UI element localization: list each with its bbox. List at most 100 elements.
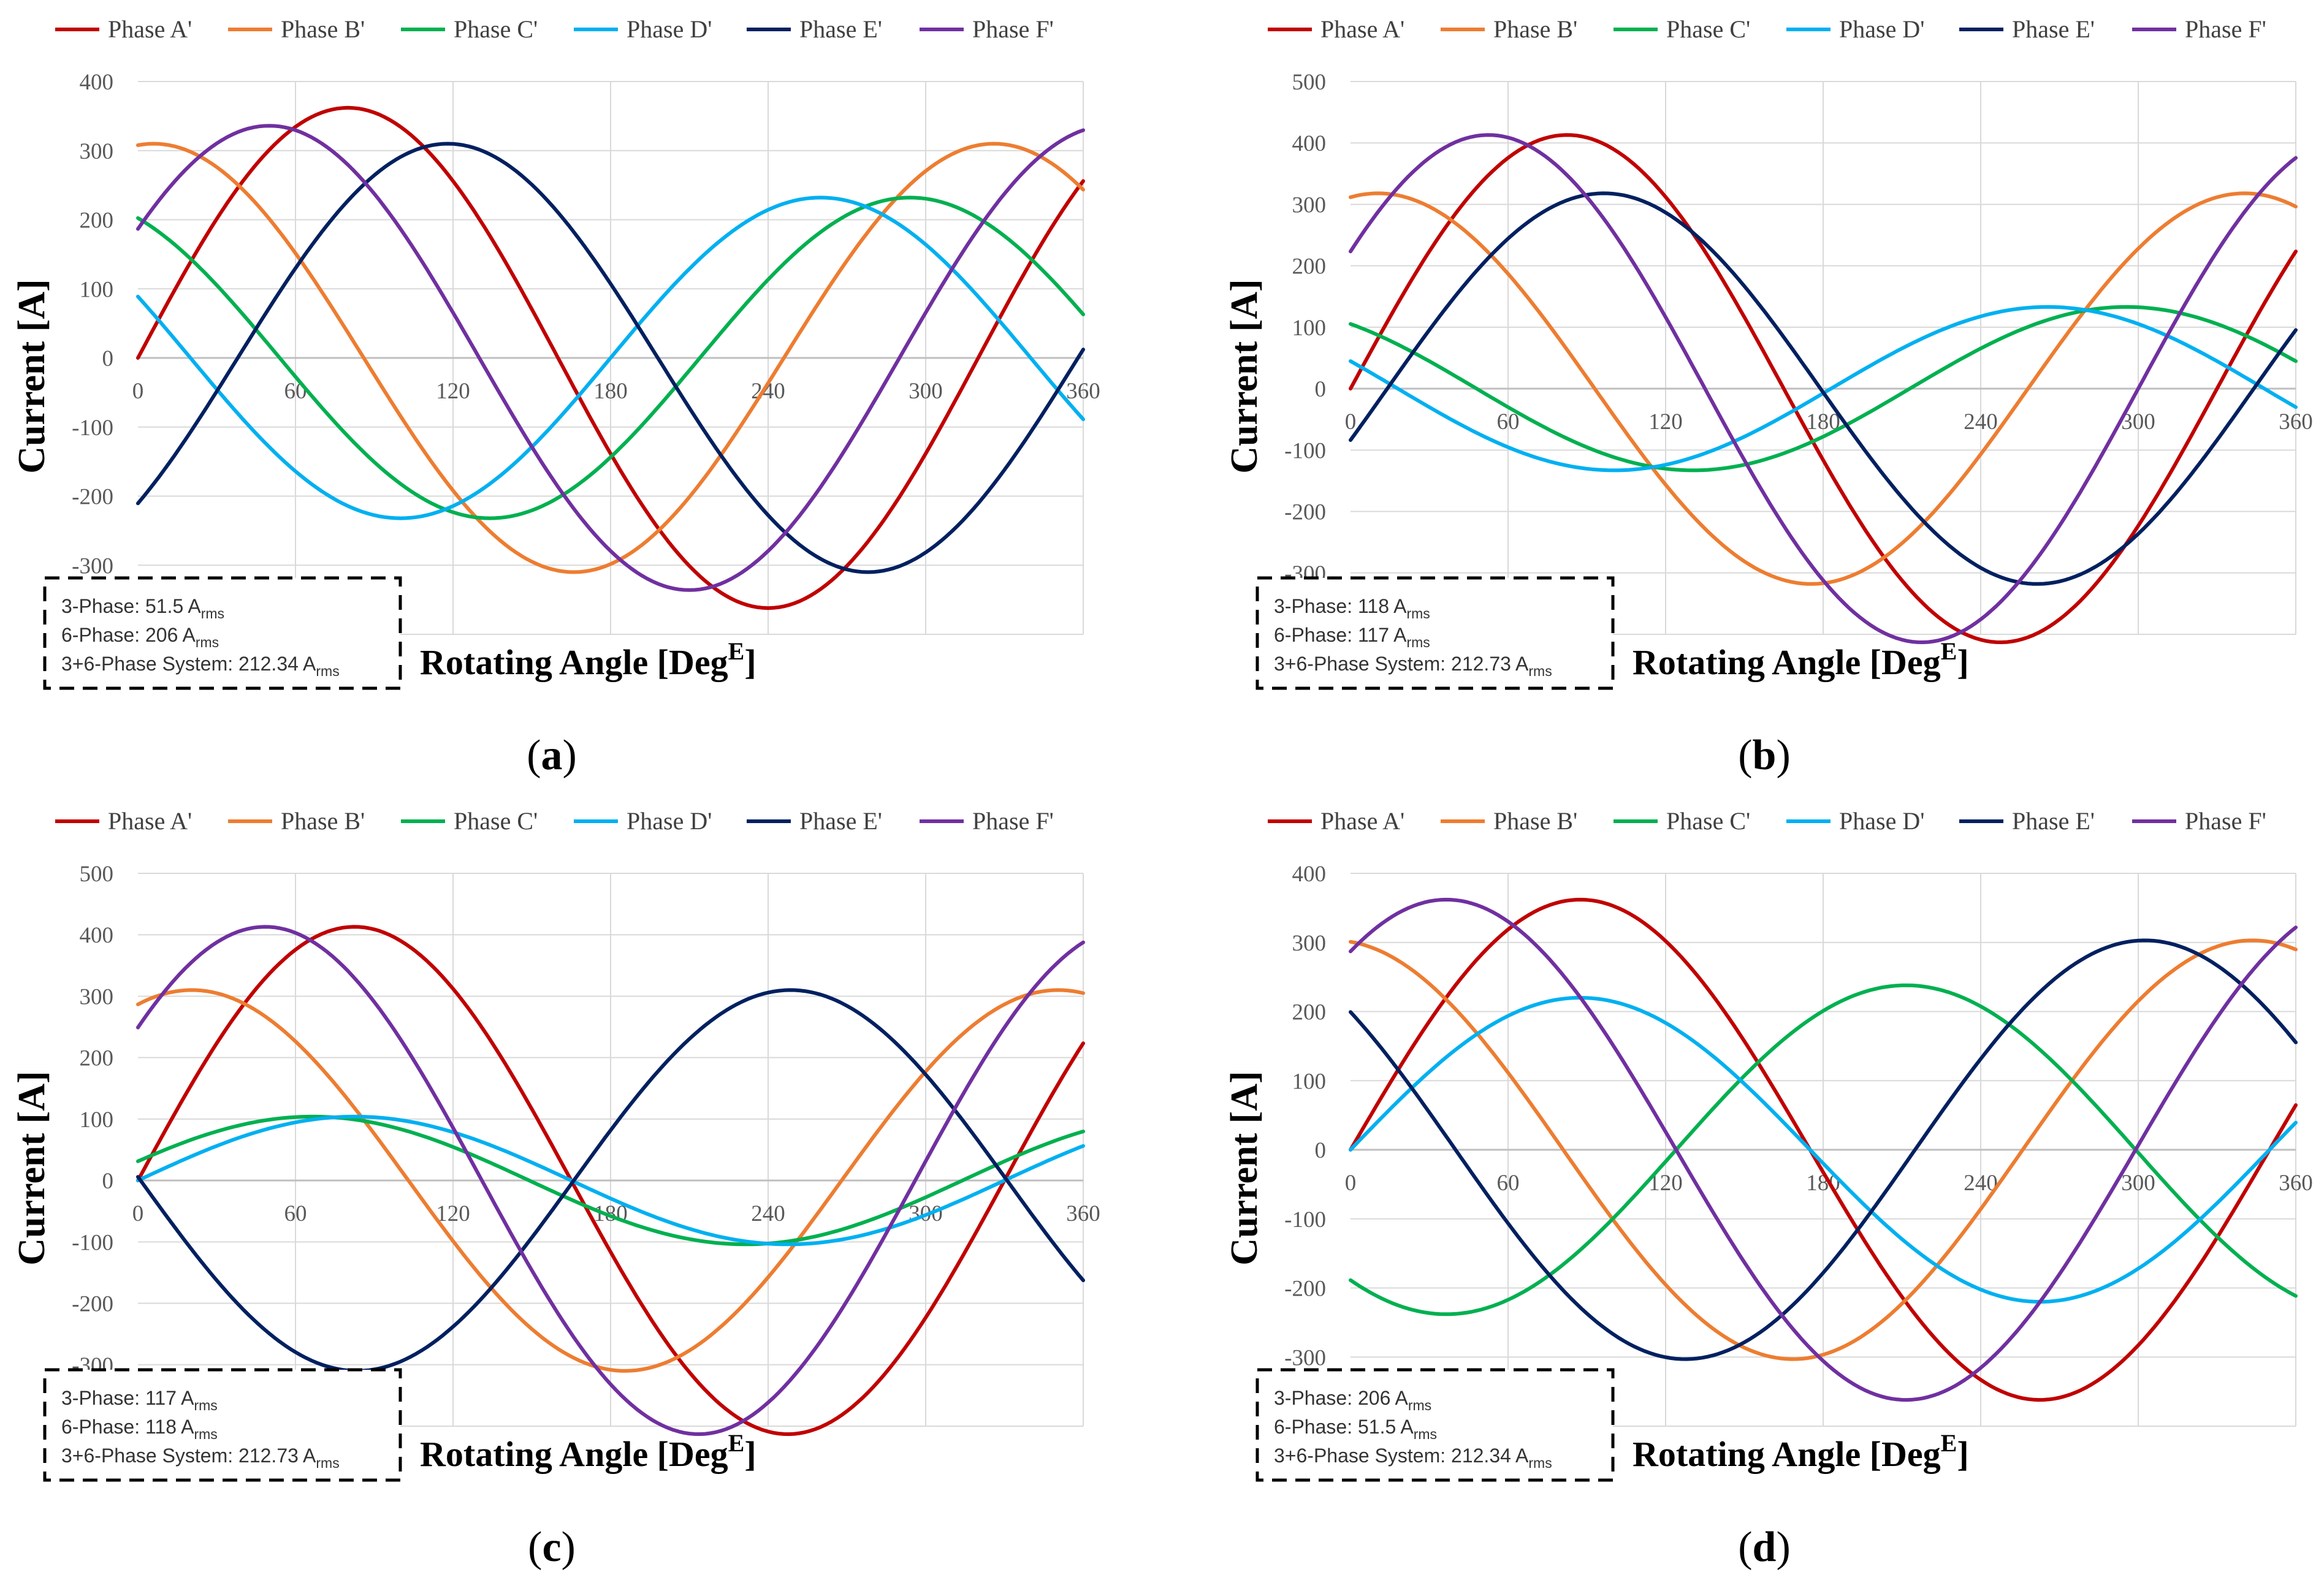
chart-panel-c: Phase A' Phase B' Phase C' Phase D' Phase E'… [11,807,1100,1571]
legend-label-1: Phase B' [281,807,365,835]
legend-label-2: Phase C' [1666,807,1750,835]
annotation-line-0: 3-Phase: 117 Arms [61,1387,218,1413]
legend-label-4: Phase E' [2012,807,2095,835]
y-tick-label: 400 [80,923,114,948]
series-line-4 [136,142,1085,574]
annotation-border [1255,576,1615,690]
x-tick-label: 300 [2121,409,2155,435]
annotation-line-0: 3-Phase: 51.5 Arms [61,595,224,621]
annotation-line-1: 6-Phase: 117 Arms [1274,624,1430,650]
annotation-line-2: 3+6-Phase System: 212.73 Arms [1274,653,1552,679]
series-line-0 [1349,897,2298,1402]
x-tick-label: 0 [132,1201,144,1226]
annotation-box: 3-Phase: 117 Arms 6-Phase: 118 Arms 3+6-Ph… [43,1368,402,1482]
panel-caption: (c) [528,1524,576,1571]
series-line-5 [136,124,1085,592]
x-tick-label: 60 [1497,1171,1520,1196]
x-tick-label: 60 [284,379,307,404]
y-axis-label: Current [A] [11,279,53,473]
y-tick-label: 100 [1292,316,1327,341]
y-tick-label: -200 [72,485,113,510]
legend-label-0: Phase A' [1320,807,1404,835]
series-line-0 [136,105,1085,610]
series-line-5 [1349,133,2298,644]
legend: Phase A' Phase B' Phase C' Phase D' Phase E'… [55,807,1054,835]
series-line-1 [1349,191,2298,586]
series-line-4 [1349,191,2298,586]
x-tick-label: 120 [1648,409,1683,435]
panel-caption: (d) [1738,1524,1791,1571]
legend-label-1: Phase B' [1493,15,1577,43]
legend-label-2: Phase C' [454,15,538,43]
y-tick-label: 0 [102,1169,114,1194]
y-tick-label: -100 [72,1230,113,1255]
x-tick-label: 0 [132,379,144,404]
x-tick-label: 60 [1497,409,1520,435]
y-axis-label: Current [A] [11,1071,53,1265]
legend-label-0: Phase A' [1320,15,1404,43]
y-tick-label: 200 [80,1046,114,1071]
x-tick-label: 360 [1066,379,1100,404]
y-tick-label: 200 [1292,254,1327,279]
chart-panel-b: Phase A' Phase B' Phase C' Phase D' Phase E'… [1224,15,2313,779]
chart-panel-a: Phase A' Phase B' Phase C' Phase D' Phase E'… [11,15,1100,779]
y-axis-label: Current [A] [1224,279,1265,473]
series-line-1 [1349,938,2298,1361]
legend-label-4: Phase E' [799,15,882,43]
series-group [1349,133,2298,644]
series-line-0 [136,925,1085,1436]
series-line-1 [136,142,1085,574]
series-group [136,105,1085,610]
y-tick-label: 100 [1292,1069,1327,1094]
x-axis-label: Rotating Angle [DegE] [1633,637,1969,682]
legend-label-5: Phase F' [972,807,1054,835]
y-tick-label: 100 [80,277,114,302]
series-line-5 [136,925,1085,1436]
annotation-line-1: 6-Phase: 206 Arms [61,624,219,650]
x-tick-label: 180 [593,379,628,404]
annotation-line-1: 6-Phase: 118 Arms [61,1416,218,1442]
x-tick-label: 0 [1345,1171,1357,1196]
legend-label-2: Phase C' [1666,15,1750,43]
y-tick-label: -100 [1284,1207,1326,1232]
series-line-2 [136,1114,1085,1247]
series-line-0 [1349,133,2298,644]
y-tick-label: 200 [80,208,114,234]
legend-label-1: Phase B' [281,15,365,43]
legend-label-4: Phase E' [799,807,882,835]
x-axis-label: Rotating Angle [DegE] [420,1429,756,1474]
panel-caption: (a) [527,732,577,779]
series-line-3 [136,196,1085,520]
legend-label-3: Phase D' [627,807,712,835]
y-tick-label: 400 [1292,862,1327,887]
annotation-line-1: 6-Phase: 51.5 Arms [1274,1416,1437,1442]
annotation-border [1255,1368,1615,1482]
x-tick-label: 300 [909,379,943,404]
y-tick-label: -100 [72,416,113,441]
annotation-box: 3-Phase: 206 Arms 6-Phase: 51.5 Arms 3+6-P… [1255,1368,1615,1482]
grid [1351,81,2296,635]
series-group [1349,897,2298,1402]
series-line-1 [136,988,1085,1373]
y-tick-label: 300 [80,984,114,1009]
annotation-line-2: 3+6-Phase System: 212.34 Arms [1274,1445,1552,1471]
series-line-4 [136,988,1085,1373]
y-tick-label: -100 [1284,438,1326,463]
legend-label-3: Phase D' [1839,15,1924,43]
legend-label-0: Phase A' [108,807,192,835]
legend-label-0: Phase A' [108,15,192,43]
y-tick-label: 300 [80,139,114,164]
y-tick-label: 300 [1292,931,1327,956]
x-axis-label: Rotating Angle [DegE] [420,637,756,682]
legend-label-2: Phase C' [454,807,538,835]
annotation-box: 3-Phase: 118 Arms 6-Phase: 117 Arms 3+6-Ph… [1255,576,1615,690]
legend: Phase A' Phase B' Phase C' Phase D' Phase E'… [1268,807,2266,835]
legend-label-5: Phase F' [2185,15,2266,43]
legend-label-1: Phase B' [1493,807,1577,835]
x-tick-label: 360 [1066,1201,1100,1226]
annotation-line-2: 3+6-Phase System: 212.73 Arms [61,1445,340,1471]
legend-label-4: Phase E' [2012,15,2095,43]
annotation-line-0: 3-Phase: 206 Arms [1274,1387,1431,1413]
x-axis-label: Rotating Angle [DegE] [1633,1429,1969,1474]
